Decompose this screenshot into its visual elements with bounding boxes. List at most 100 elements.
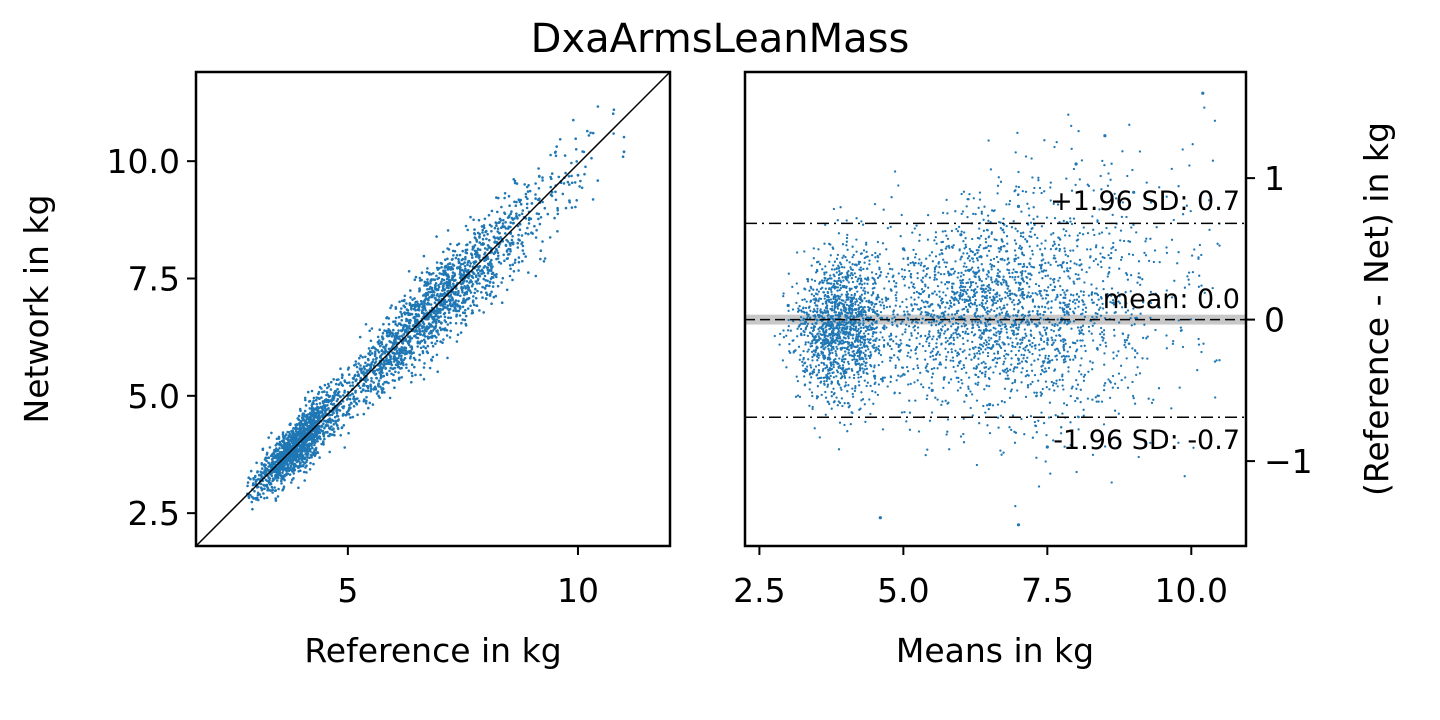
data-point	[309, 461, 312, 465]
data-point	[1047, 357, 1050, 360]
data-point	[296, 417, 300, 420]
data-point	[508, 264, 512, 267]
data-point	[984, 375, 987, 378]
data-point	[344, 413, 348, 417]
data-point	[1067, 275, 1070, 278]
data-point	[1028, 235, 1031, 238]
data-point	[1039, 373, 1043, 376]
data-point	[438, 294, 442, 298]
data-point	[340, 373, 344, 376]
data-point	[554, 150, 557, 154]
data-point	[979, 234, 983, 238]
data-point	[935, 346, 938, 349]
data-point	[429, 285, 432, 289]
data-point	[1089, 248, 1092, 251]
data-point	[878, 300, 881, 303]
data-point	[337, 390, 341, 394]
data-point	[1074, 399, 1077, 403]
data-point	[1042, 421, 1046, 425]
data-point	[1025, 369, 1029, 373]
data-point	[269, 463, 273, 467]
data-point	[962, 190, 966, 193]
data-point	[1062, 358, 1065, 362]
y-tick-label: 2.5	[128, 494, 180, 533]
data-point	[811, 322, 814, 326]
data-point	[1040, 392, 1044, 396]
data-point	[1171, 342, 1175, 346]
data-point	[1093, 322, 1096, 325]
data-point	[1187, 271, 1191, 274]
data-point	[426, 267, 429, 270]
data-point	[836, 253, 840, 257]
data-point	[425, 303, 429, 306]
data-point	[461, 286, 465, 290]
data-point	[1035, 394, 1038, 397]
data-point	[267, 465, 270, 468]
data-point	[353, 400, 356, 403]
data-point	[837, 448, 841, 451]
data-point	[313, 448, 316, 451]
data-point	[508, 274, 512, 278]
data-point	[881, 301, 884, 304]
data-point	[1056, 385, 1059, 388]
data-point	[482, 271, 486, 275]
data-point	[862, 249, 866, 252]
data-point	[1101, 256, 1104, 259]
data-point	[934, 255, 938, 258]
data-point	[962, 441, 966, 444]
data-point	[1108, 396, 1112, 400]
data-point	[1038, 343, 1041, 346]
data-point	[1041, 254, 1044, 257]
data-point	[984, 370, 987, 373]
data-point	[336, 387, 339, 391]
data-point	[282, 435, 285, 439]
data-point	[282, 485, 286, 489]
data-point	[500, 205, 503, 209]
data-point	[297, 466, 300, 470]
data-point	[1052, 257, 1055, 260]
data-point	[811, 407, 814, 411]
data-point	[472, 303, 476, 307]
data-point	[1047, 366, 1051, 370]
data-point	[430, 287, 434, 291]
data-point	[1051, 384, 1055, 387]
data-point	[1054, 322, 1057, 326]
data-point	[366, 389, 370, 393]
data-point	[396, 363, 400, 367]
data-point	[1031, 300, 1035, 303]
data-point	[857, 260, 860, 263]
data-point	[433, 317, 436, 321]
data-point	[1008, 199, 1012, 203]
data-point	[1045, 445, 1049, 449]
data-point	[351, 377, 355, 380]
data-point	[948, 343, 951, 346]
data-point	[331, 428, 334, 432]
data-point	[823, 271, 826, 274]
data-point	[370, 379, 373, 383]
data-point	[333, 415, 337, 419]
data-point	[888, 344, 892, 348]
data-point	[1130, 313, 1133, 316]
data-point	[853, 272, 856, 275]
data-point	[521, 209, 525, 212]
data-point	[390, 363, 394, 367]
data-point	[1070, 222, 1074, 226]
data-point	[1026, 356, 1029, 359]
data-point	[469, 291, 473, 294]
data-point	[527, 232, 530, 236]
data-point	[491, 285, 495, 288]
data-point	[452, 302, 456, 306]
data-point	[952, 272, 955, 275]
data-point	[1044, 354, 1047, 357]
data-point	[1077, 428, 1080, 431]
data-point	[457, 242, 461, 246]
data-point	[851, 358, 854, 362]
data-point	[295, 464, 298, 468]
data-point	[429, 313, 433, 317]
data-point	[1027, 321, 1030, 324]
data-point	[457, 260, 461, 263]
data-point	[356, 370, 359, 374]
data-point	[830, 380, 833, 383]
data-point	[440, 322, 443, 325]
data-point	[986, 312, 989, 316]
